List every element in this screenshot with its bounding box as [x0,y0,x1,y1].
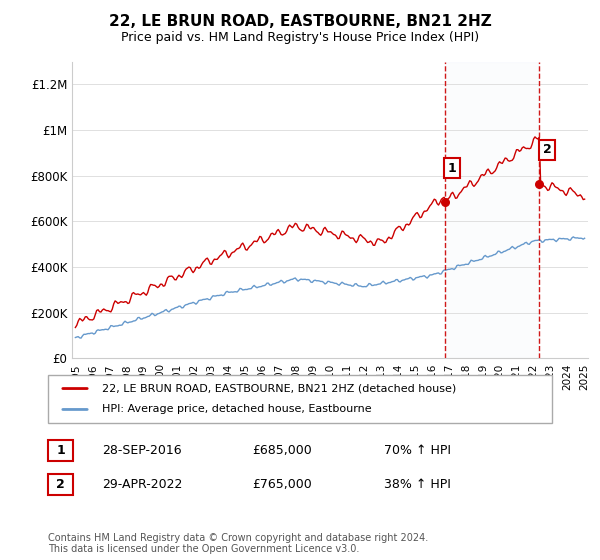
Text: Contains HM Land Registry data © Crown copyright and database right 2024.
This d: Contains HM Land Registry data © Crown c… [48,533,428,554]
Point [535,179,544,188]
Text: 70% ↑ HPI: 70% ↑ HPI [384,444,451,458]
Text: 1: 1 [56,444,65,458]
Text: 1: 1 [448,162,457,175]
Text: 29-APR-2022: 29-APR-2022 [102,478,182,491]
Text: 2: 2 [542,143,551,156]
Text: 22, LE BRUN ROAD, EASTBOURNE, BN21 2HZ: 22, LE BRUN ROAD, EASTBOURNE, BN21 2HZ [109,14,491,29]
Text: £765,000: £765,000 [252,478,312,491]
Text: 22, LE BRUN ROAD, EASTBOURNE, BN21 2HZ (detached house): 22, LE BRUN ROAD, EASTBOURNE, BN21 2HZ (… [102,384,456,394]
Point [440,198,449,207]
Text: HPI: Average price, detached house, Eastbourne: HPI: Average price, detached house, East… [102,404,371,414]
Text: 2: 2 [56,478,65,491]
Bar [445,62,539,358]
Text: Price paid vs. HM Land Registry's House Price Index (HPI): Price paid vs. HM Land Registry's House … [121,31,479,44]
Text: 28-SEP-2016: 28-SEP-2016 [102,444,182,458]
Text: £685,000: £685,000 [252,444,312,458]
Text: 38% ↑ HPI: 38% ↑ HPI [384,478,451,491]
